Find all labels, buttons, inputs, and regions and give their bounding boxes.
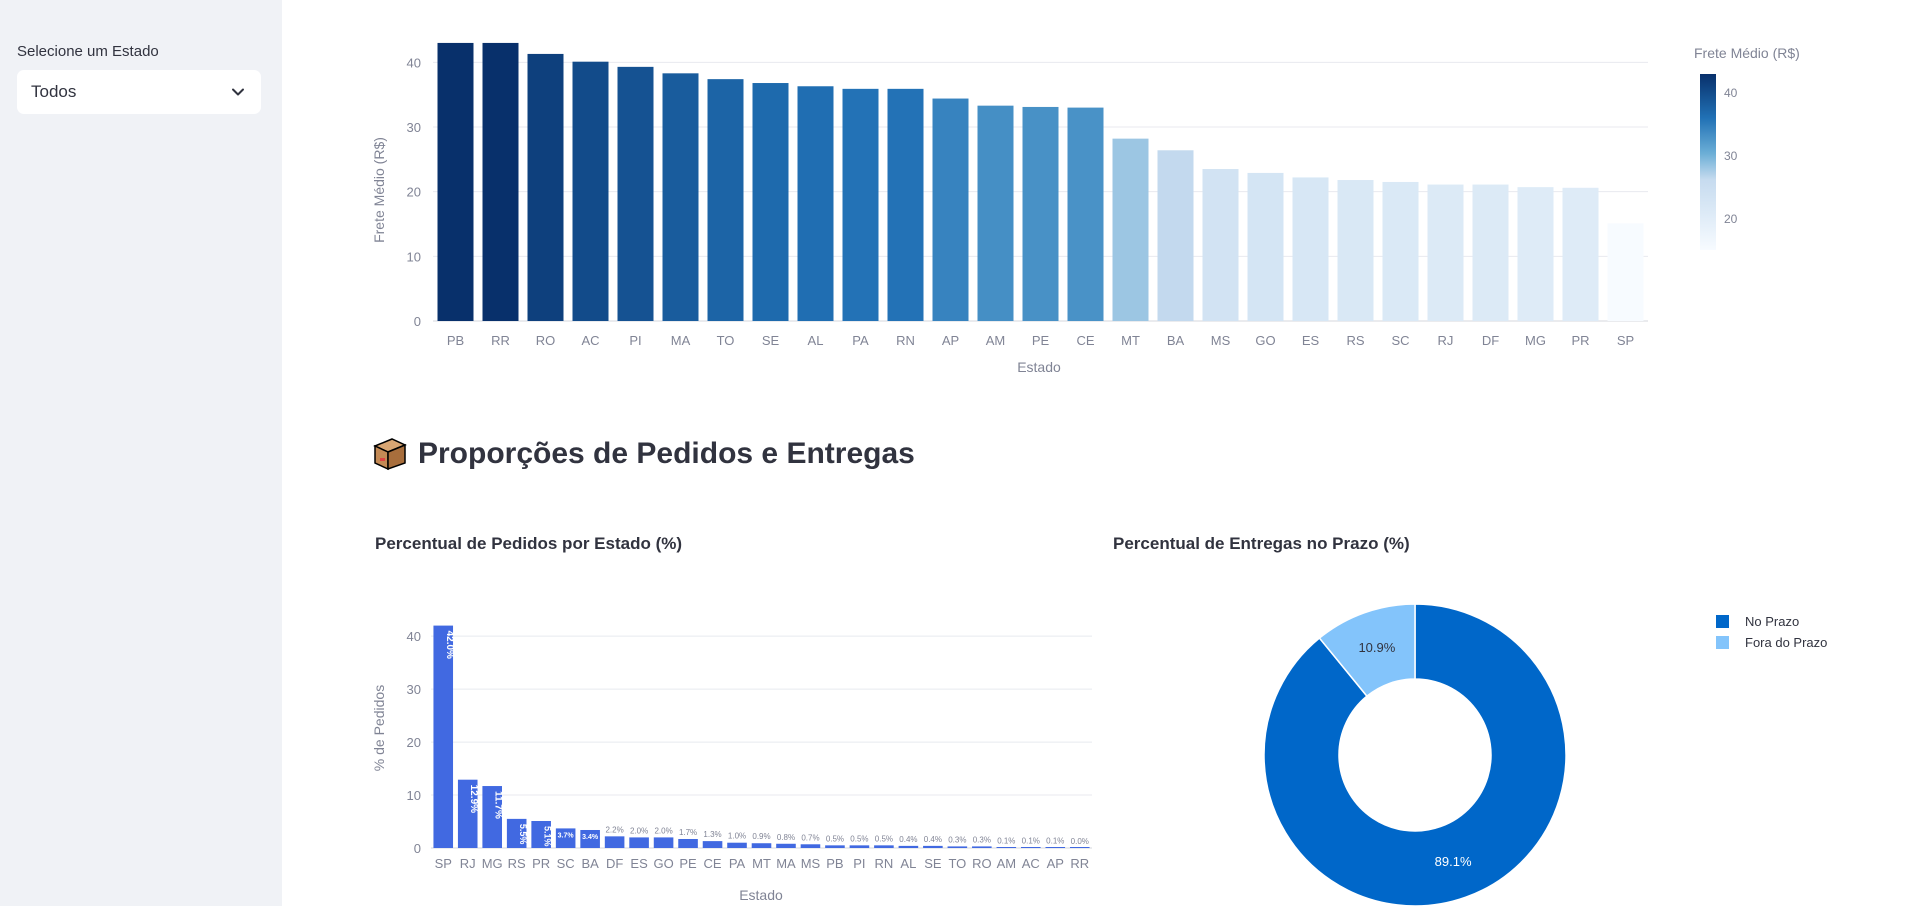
freight-bar-es[interactable] bbox=[1292, 177, 1329, 321]
freight-bar-rs[interactable] bbox=[1337, 180, 1374, 321]
state-select-label: Selecione um Estado bbox=[17, 43, 159, 60]
legend-item-no-prazo[interactable]: No Prazo bbox=[1716, 611, 1827, 632]
freight-bar-al[interactable] bbox=[797, 86, 834, 321]
colorbar-tick-label: 20 bbox=[1724, 212, 1738, 226]
x-tick-label: MG bbox=[1525, 333, 1546, 348]
freight-bar-mt[interactable] bbox=[1112, 138, 1149, 321]
x-tick-label: ES bbox=[1302, 333, 1320, 348]
package-box-icon bbox=[373, 438, 407, 471]
orders-chart-title: Percentual de Pedidos por Estado (%) bbox=[375, 534, 683, 553]
x-tick-label: TO bbox=[717, 333, 735, 348]
x-tick-label: CE bbox=[1076, 333, 1094, 348]
freight-bar-pr[interactable] bbox=[1562, 187, 1599, 321]
colorbar-tick-label: 30 bbox=[1724, 149, 1738, 163]
colorbar: Frete Médio (R$) 20 30 40 bbox=[1694, 45, 1800, 250]
freight-bar-to[interactable] bbox=[707, 79, 744, 321]
freight-bar-ba[interactable] bbox=[1157, 150, 1194, 321]
freight-bar-sp[interactable] bbox=[1607, 223, 1644, 321]
x-tick-label: SP bbox=[1617, 333, 1634, 348]
x-tick-label: PB bbox=[447, 333, 464, 348]
colorbar-tick-label: 40 bbox=[1724, 86, 1738, 100]
y-tick-label: 30 bbox=[407, 120, 421, 135]
legend-swatch-no-prazo bbox=[1716, 615, 1729, 628]
x-tick-label: MS bbox=[1211, 333, 1231, 348]
x-tick-label: DF bbox=[1482, 333, 1499, 348]
y-tick-label: 20 bbox=[407, 185, 421, 200]
donut-legend: No Prazo Fora do Prazo bbox=[1716, 611, 1827, 653]
y-tick-label: 10 bbox=[407, 249, 421, 264]
freight-y-axis-label: Frete Médio (R$) bbox=[371, 137, 387, 243]
freight-bar-pi[interactable] bbox=[617, 66, 654, 321]
x-tick-label: SC bbox=[1391, 333, 1409, 348]
x-tick-label: MT bbox=[1121, 333, 1140, 348]
freight-bar-mg[interactable] bbox=[1517, 187, 1554, 321]
freight-bar-pb[interactable] bbox=[437, 42, 474, 321]
x-tick-label: RR bbox=[491, 333, 510, 348]
colorbar-gradient bbox=[1700, 74, 1716, 250]
x-tick-label: MA bbox=[671, 333, 691, 348]
legend-label: Fora do Prazo bbox=[1745, 635, 1828, 650]
x-tick-label: SE bbox=[762, 333, 780, 348]
colorbar-title: Frete Médio (R$) bbox=[1694, 45, 1800, 61]
delivery-chart-title: Percentual de Entregas no Prazo (%) bbox=[1113, 534, 1410, 553]
freight-bar-go[interactable] bbox=[1247, 172, 1284, 321]
section-title: Proporções de Pedidos e Entregas bbox=[418, 437, 915, 470]
freight-bar-ma[interactable] bbox=[662, 73, 699, 322]
freight-by-state-chart: 0 10 20 30 40 PB RR RO AC PI MA TO SE AL PA RN AP AM PE CE… bbox=[371, 42, 1800, 375]
freight-x-axis-label: Estado bbox=[1017, 359, 1061, 375]
x-tick-label: BA bbox=[1167, 333, 1185, 348]
y-tick-label: 40 bbox=[407, 55, 421, 70]
freight-bar-pe[interactable] bbox=[1022, 106, 1059, 321]
state-select[interactable]: Todos bbox=[17, 70, 261, 114]
sidebar: Selecione um Estado Todos bbox=[0, 0, 282, 906]
x-tick-label: RJ bbox=[1438, 333, 1454, 348]
x-tick-label: PA bbox=[852, 333, 869, 348]
freight-bar-rn[interactable] bbox=[887, 88, 924, 321]
x-tick-label: PI bbox=[629, 333, 641, 348]
freight-bar-df[interactable] bbox=[1472, 184, 1509, 321]
legend-label: No Prazo bbox=[1745, 614, 1800, 629]
freight-bar-ro[interactable] bbox=[527, 53, 564, 321]
x-tick-label: RN bbox=[896, 333, 915, 348]
section-heading: Proporções de Pedidos e Entregas bbox=[372, 432, 915, 476]
x-tick-label: AL bbox=[808, 333, 824, 348]
x-tick-label: GO bbox=[1255, 333, 1275, 348]
freight-bar-ac[interactable] bbox=[572, 61, 609, 321]
freight-bar-am[interactable] bbox=[977, 105, 1014, 321]
freight-bar-ce[interactable] bbox=[1067, 107, 1104, 321]
y-tick-label: 0 bbox=[414, 314, 421, 329]
x-tick-label: RS bbox=[1346, 333, 1364, 348]
freight-bar-pa[interactable] bbox=[842, 88, 879, 321]
x-tick-label: PR bbox=[1571, 333, 1589, 348]
chevron-down-icon bbox=[232, 88, 244, 96]
state-select-value: Todos bbox=[31, 82, 77, 101]
x-tick-label: RO bbox=[536, 333, 556, 348]
freight-bar-rr[interactable] bbox=[482, 42, 519, 321]
x-tick-label: AC bbox=[581, 333, 599, 348]
freight-bar-rj[interactable] bbox=[1427, 184, 1464, 321]
legend-swatch-fora-do-prazo bbox=[1716, 636, 1729, 649]
freight-bar-ms[interactable] bbox=[1202, 169, 1239, 321]
x-tick-label: AM bbox=[986, 333, 1006, 348]
x-tick-label: AP bbox=[942, 333, 959, 348]
freight-bar-sc[interactable] bbox=[1382, 181, 1419, 321]
freight-bar-ap[interactable] bbox=[932, 98, 969, 322]
legend-item-fora-do-prazo[interactable]: Fora do Prazo bbox=[1716, 632, 1827, 653]
x-tick-label: PE bbox=[1032, 333, 1050, 348]
freight-bar-se[interactable] bbox=[752, 83, 789, 321]
